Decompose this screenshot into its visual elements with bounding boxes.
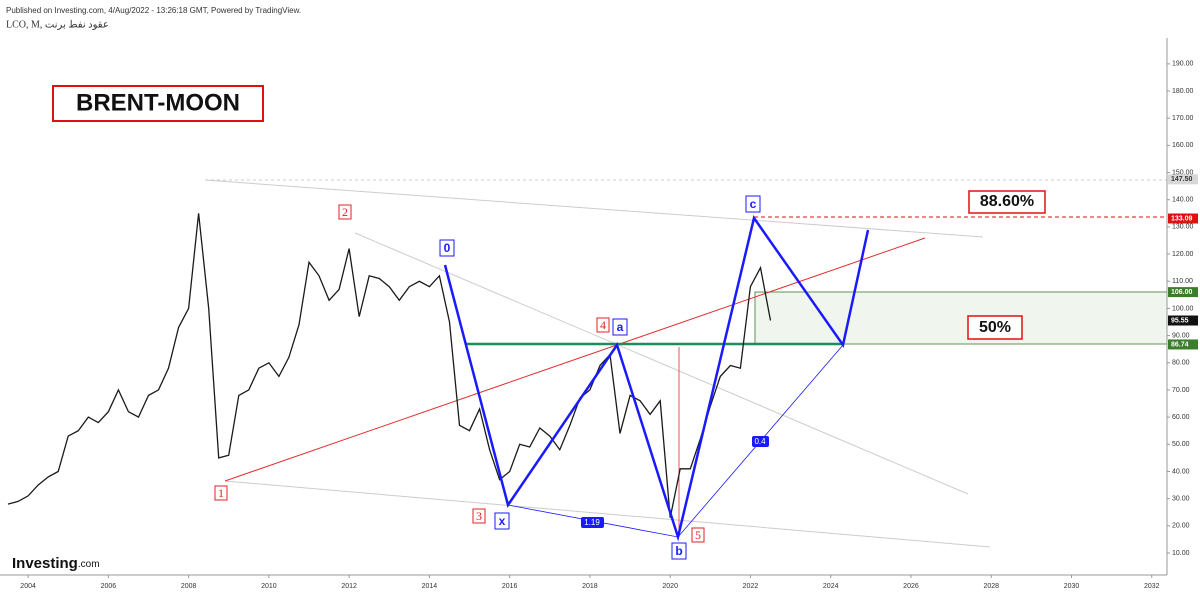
ratio-box bbox=[581, 517, 604, 528]
y-tick-label: 120.00 bbox=[1172, 251, 1194, 258]
x-tick-label: 2006 bbox=[101, 583, 117, 590]
label-box bbox=[439, 239, 455, 257]
label-box bbox=[612, 318, 628, 336]
wave-label: 2 bbox=[342, 205, 348, 219]
y-tick-label: 20.00 bbox=[1172, 523, 1190, 530]
published: Published on Investing.com, 4/Aug/2022 -… bbox=[6, 6, 301, 15]
trendline bbox=[224, 480, 991, 548]
wave-label: 5 bbox=[695, 528, 701, 542]
y-tick-label: 10.00 bbox=[1172, 550, 1190, 557]
label-box bbox=[214, 485, 228, 501]
label-box bbox=[596, 317, 610, 333]
wave-labels bbox=[214, 204, 705, 543]
annotation-box bbox=[968, 190, 1046, 214]
price-line bbox=[7, 213, 772, 518]
pattern-label: a bbox=[617, 320, 624, 334]
pattern-line bbox=[443, 215, 870, 542]
x-tick-label: 2014 bbox=[422, 583, 438, 590]
y-tick-label: 70.00 bbox=[1172, 387, 1190, 394]
price-badge-label: 106.00 bbox=[1171, 289, 1193, 296]
y-tick-label: 130.00 bbox=[1172, 224, 1194, 231]
ratio-label: 0.4 bbox=[754, 437, 766, 446]
y-tick-label: 100.00 bbox=[1172, 305, 1194, 312]
label-box bbox=[494, 512, 510, 530]
x-tick-label: 2016 bbox=[502, 583, 518, 590]
y-tick-label: 80.00 bbox=[1172, 360, 1190, 367]
wave-label: 4 bbox=[600, 318, 606, 332]
annotation: 50% bbox=[979, 319, 1011, 336]
price-badge-label: 95.55 bbox=[1171, 317, 1189, 324]
x-tick-label: 2026 bbox=[903, 583, 919, 590]
y-tick-label: 160.00 bbox=[1172, 142, 1194, 149]
y-tick-label: 110.00 bbox=[1172, 278, 1193, 285]
x-tick-label: 2028 bbox=[983, 583, 999, 590]
label-box bbox=[671, 542, 687, 560]
y-tick-label: 150.00 bbox=[1172, 169, 1194, 176]
y-tick-label: 30.00 bbox=[1172, 495, 1190, 502]
price-badge-label: 133.09 bbox=[1171, 215, 1193, 222]
x-tick-label: 2020 bbox=[662, 583, 678, 590]
y-tick-label: 180.00 bbox=[1172, 88, 1194, 95]
x-tick-label: 2024 bbox=[823, 583, 839, 590]
price-badge bbox=[1168, 287, 1198, 298]
label-box bbox=[745, 195, 761, 213]
y-tick-label: 170.00 bbox=[1172, 115, 1194, 122]
logo-suffix: .com bbox=[78, 559, 100, 570]
logo: Investing.com bbox=[12, 555, 100, 572]
label-box bbox=[691, 527, 705, 543]
label-box bbox=[472, 508, 486, 524]
price-badge bbox=[1168, 339, 1198, 350]
label-box bbox=[338, 204, 352, 220]
pattern-label: b bbox=[675, 544, 682, 558]
logo-main: Investing bbox=[12, 555, 78, 572]
price-badge bbox=[1168, 315, 1198, 326]
wave-label: 3 bbox=[476, 509, 482, 523]
x-tick-label: 2030 bbox=[1064, 583, 1080, 590]
pattern-label: x bbox=[499, 514, 506, 528]
y-tick-label: 190.00 bbox=[1172, 61, 1194, 68]
annotation: 88.60% bbox=[980, 193, 1034, 210]
x-tick-label: 2008 bbox=[181, 583, 197, 590]
y-tick-label: 90.00 bbox=[1172, 332, 1190, 339]
pattern-label: 0 bbox=[444, 241, 451, 255]
annotation-box bbox=[967, 315, 1023, 340]
y-tick-label: 40.00 bbox=[1172, 468, 1190, 475]
price-badge bbox=[1168, 213, 1198, 224]
chart-title: BRENT-MOON bbox=[76, 89, 240, 116]
zone bbox=[754, 291, 1168, 345]
x-tick-label: 2004 bbox=[20, 583, 36, 590]
trendline bbox=[224, 237, 926, 482]
y-tick-label: 50.00 bbox=[1172, 441, 1190, 448]
trendline bbox=[204, 179, 984, 238]
x-tick-label: 2012 bbox=[341, 583, 357, 590]
pattern-line bbox=[507, 344, 844, 538]
symbol: LCO, M, عقود نفط برنت bbox=[6, 19, 109, 30]
ratio-label: 1.19 bbox=[584, 518, 600, 527]
price-layer bbox=[7, 213, 772, 518]
y-tick-label: 60.00 bbox=[1172, 414, 1190, 421]
price-badge bbox=[1168, 174, 1198, 185]
pattern-labels bbox=[439, 195, 761, 560]
ratio-box bbox=[752, 436, 769, 447]
x-tick-label: 2018 bbox=[582, 583, 598, 590]
trendline bbox=[354, 232, 969, 495]
wave-label: 1 bbox=[218, 486, 224, 500]
x-tick-label: 2032 bbox=[1144, 583, 1160, 590]
pattern-label: c bbox=[750, 197, 757, 211]
price-badge-label: 86.74 bbox=[1171, 341, 1189, 348]
y-tick-label: 140.00 bbox=[1172, 197, 1194, 204]
price-badge-label: 147.50 bbox=[1171, 176, 1193, 183]
title-box bbox=[52, 85, 264, 122]
x-tick-label: 2010 bbox=[261, 583, 277, 590]
x-tick-label: 2022 bbox=[743, 583, 759, 590]
